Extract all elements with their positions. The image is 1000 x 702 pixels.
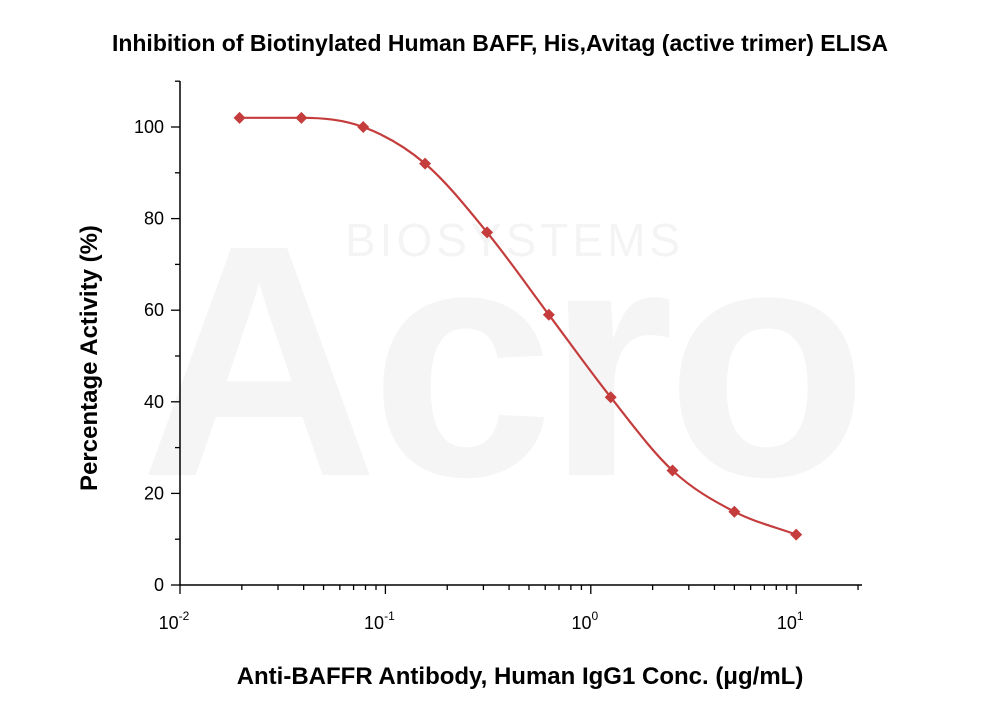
data-point-diamond	[790, 528, 803, 541]
data-point-diamond	[357, 121, 370, 133]
data-point-diamond	[481, 226, 494, 239]
data-point-diamond	[666, 464, 679, 477]
x-tick-label: 10-1	[364, 609, 395, 633]
fit-curve	[239, 116, 797, 536]
y-tick-label: 80	[144, 209, 164, 229]
data-point-diamond	[604, 391, 617, 404]
x-tick-label: 10-2	[159, 609, 190, 633]
y-tick-label: 0	[154, 575, 164, 595]
y-tick-label: 100	[134, 117, 164, 137]
x-axis-title: Anti-BAFFR Antibody, Human IgG1 Conc. (μ…	[237, 663, 804, 690]
y-ticks: 0 20 40 60 80 100	[134, 80, 180, 595]
data-point-diamond	[295, 111, 308, 124]
y-tick-label: 40	[144, 392, 164, 412]
data-point-diamond	[542, 308, 555, 321]
y-axis-title: Percentage Activity (%)	[76, 225, 103, 491]
data-markers	[233, 111, 803, 541]
x-tick-label: 100	[571, 609, 598, 633]
data-point-diamond	[233, 111, 246, 124]
watermark: Acro BIOSYSTEMS	[345, 214, 684, 266]
x-ticks: 10-2 10-1 100 101	[159, 585, 859, 633]
chart-title: Inhibition of Biotinylated Human BAFF, H…	[112, 30, 888, 56]
y-tick-label: 60	[144, 300, 164, 320]
data-point-diamond	[419, 157, 432, 170]
y-tick-label: 20	[144, 483, 164, 503]
axes	[179, 81, 862, 586]
x-tick-label: 101	[777, 609, 804, 633]
watermark-subtext: BIOSYSTEMS	[345, 214, 684, 266]
data-point-diamond	[728, 505, 741, 518]
